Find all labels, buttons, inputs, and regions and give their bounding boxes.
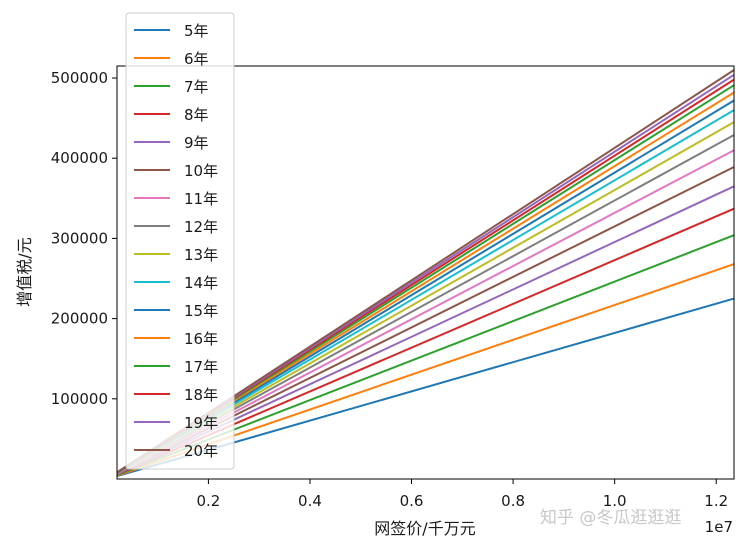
x-tick-label-2: 0.4 <box>298 492 322 510</box>
legend-label-13: 17年 <box>184 358 218 376</box>
x-tick-label-1: 0.2 <box>196 492 220 510</box>
y-tick-label-1: 100000 <box>51 390 108 408</box>
legend-label-6: 10年 <box>184 162 218 180</box>
legend: 5年 6年 7年 8年 9年 10年 11年 12年 13年 14年 15年 16年 17年 18年 19年… <box>125 12 235 470</box>
legend-label-2: 6年 <box>184 50 209 68</box>
x-tick-label-3: 0.6 <box>400 492 424 510</box>
legend-label-11: 15年 <box>184 302 218 320</box>
legend-label-9: 13年 <box>184 246 218 264</box>
legend-box <box>125 12 235 470</box>
y-tick-label-4: 400000 <box>51 149 108 167</box>
x-tick-label-6: 1.2 <box>704 492 728 510</box>
legend-label-4: 8年 <box>184 106 209 124</box>
legend-label-5: 9年 <box>184 134 209 152</box>
x-axis-label: 网签价/千万元 <box>374 519 475 538</box>
y-axis-label: 增值税/元 <box>15 237 34 306</box>
legend-label-16: 20年 <box>184 442 218 460</box>
x-tick-label-5: 1.0 <box>603 492 627 510</box>
plot-frame <box>116 65 735 480</box>
x-axis-offset-label: 1e7 <box>705 518 733 536</box>
legend-label-15: 19年 <box>184 414 218 432</box>
y-tick-label-2: 200000 <box>51 310 108 328</box>
legend-label-7: 11年 <box>184 190 218 208</box>
legend-label-12: 16年 <box>184 330 218 348</box>
legend-label-1: 5年 <box>184 22 209 40</box>
y-tick-label-3: 300000 <box>51 229 108 247</box>
legend-label-14: 18年 <box>184 386 218 404</box>
legend-label-8: 12年 <box>184 218 218 236</box>
axes-layer: 0.2 0.4 0.6 0.8 1.0 1.2 100000 200000 300000 4000… <box>51 69 728 510</box>
x-tick-label-4: 0.8 <box>501 492 525 510</box>
legend-label-10: 14年 <box>184 274 218 292</box>
legend-label-3: 7年 <box>184 78 209 96</box>
y-tick-label-5: 500000 <box>51 69 108 87</box>
watermark: 知乎 @冬瓜逛逛逛 <box>540 508 681 528</box>
